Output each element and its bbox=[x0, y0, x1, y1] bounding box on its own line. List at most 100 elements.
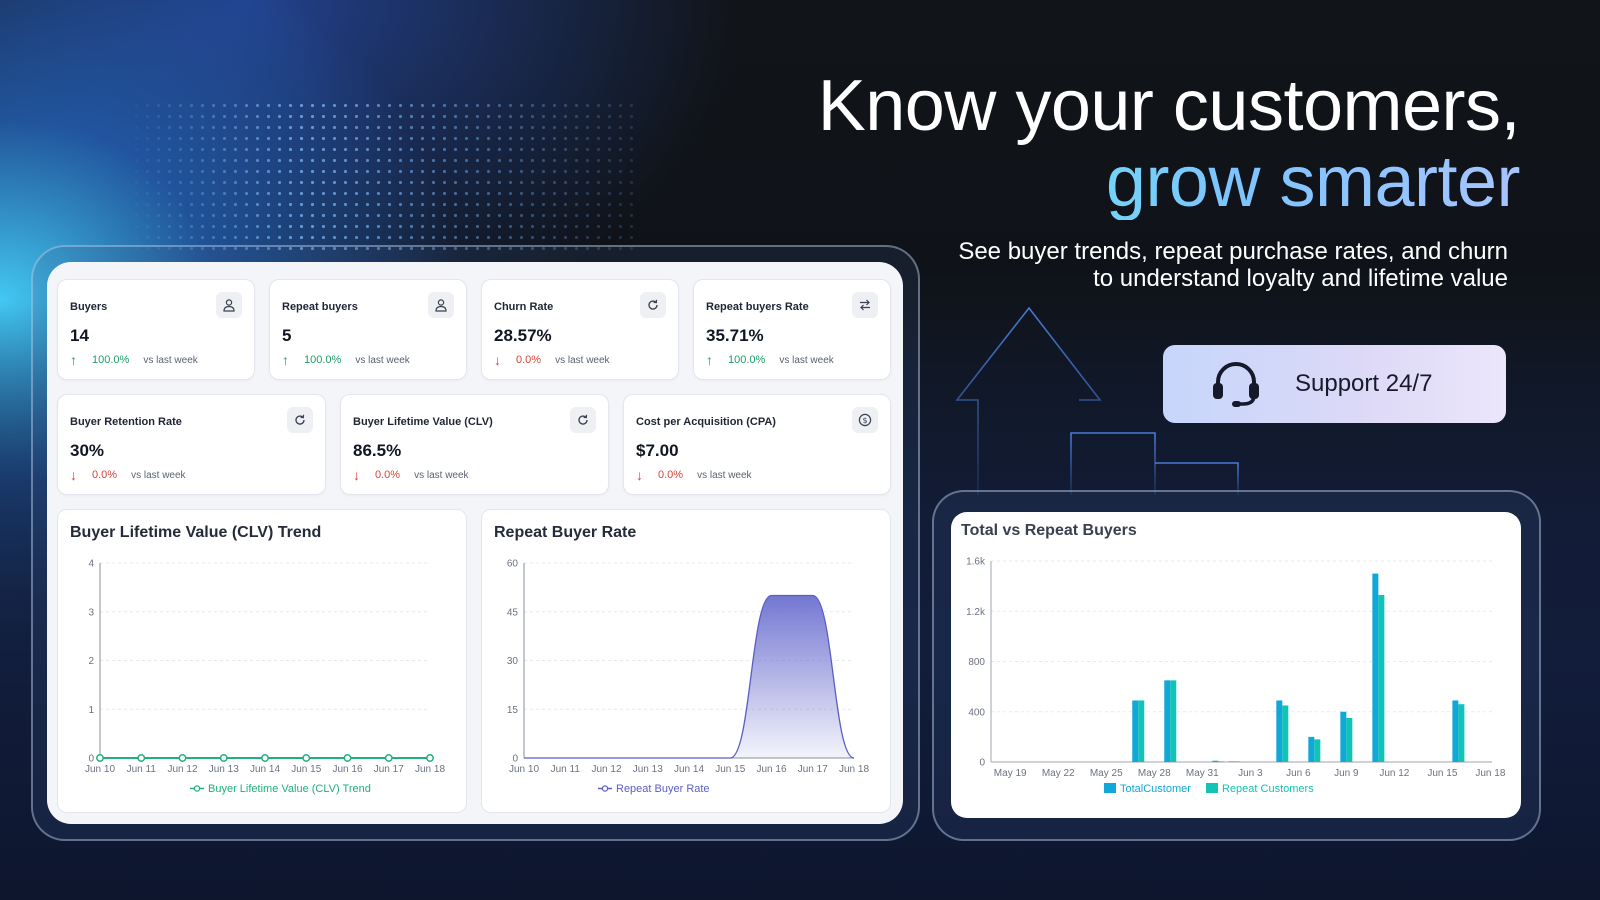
total-vs-repeat-chart: 0 400 800 1.2k 1.6k May 19 May 22 May 25 May 28 M… bbox=[966, 557, 1506, 796]
legend-label-repeat-rate: Repeat Buyer Rate bbox=[616, 783, 710, 795]
growth-arrow-decoration bbox=[955, 306, 1239, 495]
x-tick-label: Jun 12 bbox=[1379, 768, 1409, 779]
bar-total-customer bbox=[1340, 711, 1347, 762]
kpi-title: Buyer Lifetime Value (CLV) bbox=[353, 416, 493, 428]
kpi-card-buyers[interactable]: Buyers 14 ↑ 100.0% vs last week bbox=[57, 279, 255, 380]
bar-repeat-customers bbox=[1138, 700, 1145, 762]
y-tick-label: 0 bbox=[979, 758, 985, 769]
kpi-value: $7.00 bbox=[636, 441, 679, 460]
kpi-change-pct: 100.0% bbox=[728, 354, 766, 366]
arrow-down-icon: ↓ bbox=[70, 467, 77, 483]
series-area-repeat-rate bbox=[524, 595, 854, 758]
data-point bbox=[178, 754, 187, 762]
kpi-change: ↑ 100.0% vs last week bbox=[706, 352, 834, 368]
bar-total-customer bbox=[1452, 700, 1459, 762]
data-point bbox=[219, 754, 228, 762]
bar-total-customer bbox=[1308, 736, 1315, 762]
kpi-value: 14 bbox=[70, 326, 89, 345]
kpi-value: 86.5% bbox=[353, 441, 402, 460]
kpi-value: 35.71% bbox=[706, 326, 764, 345]
kpi-value: 28.57% bbox=[494, 326, 552, 345]
svg-text:$: $ bbox=[862, 416, 867, 425]
x-tick-label: Jun 10 bbox=[509, 764, 539, 775]
refresh-icon bbox=[640, 292, 666, 318]
kpi-change: ↑ 100.0% vs last week bbox=[282, 352, 410, 368]
bar-repeat-customers bbox=[1282, 705, 1289, 762]
x-tick-label: Jun 3 bbox=[1238, 768, 1263, 779]
y-tick-label: 0 bbox=[512, 754, 518, 765]
kpi-change: ↓ 0.0% vs last week bbox=[494, 352, 610, 368]
kpi-value: 5 bbox=[282, 326, 292, 345]
kpi-title: Buyer Retention Rate bbox=[70, 416, 182, 428]
bar-repeat-customers bbox=[1170, 680, 1177, 762]
y-tick-label: 4 bbox=[88, 559, 94, 570]
y-tick-label: 2 bbox=[88, 656, 94, 667]
kpi-card-repeat-buyers-rate[interactable]: Repeat buyers Rate 35.71% ↑ 100.0% vs la… bbox=[693, 279, 891, 380]
user-icon bbox=[428, 292, 454, 318]
x-tick-label: Jun 11 bbox=[127, 764, 157, 775]
bar-total-customer bbox=[1276, 700, 1283, 762]
arrow-up-icon: ↑ bbox=[70, 352, 77, 368]
support-label: Support 24/7 bbox=[1295, 370, 1433, 397]
data-point bbox=[426, 754, 434, 762]
kpi-change: ↓ 0.0% vs last week bbox=[353, 467, 469, 483]
arrow-down-icon: ↓ bbox=[353, 467, 360, 483]
data-point bbox=[384, 754, 393, 762]
total-vs-repeat-panel: Total vs Repeat Buyers 0 400 800 1.2k 1.6k Ma… bbox=[951, 512, 1521, 818]
y-tick-label: 3 bbox=[88, 607, 94, 618]
kpi-change-pct: 0.0% bbox=[375, 469, 401, 481]
series-line-repeat-rate bbox=[524, 594, 855, 759]
kpi-title: Buyers bbox=[70, 301, 108, 313]
x-tick-label: Jun 14 bbox=[250, 764, 280, 775]
legend-label-total-customer: TotalCustomer bbox=[1120, 783, 1191, 795]
x-tick-label: Jun 6 bbox=[1286, 768, 1311, 779]
kpi-title: Repeat buyers bbox=[282, 301, 358, 313]
hero-headline: Know your customers, grow smarter bbox=[818, 68, 1521, 220]
y-tick-label: 800 bbox=[968, 657, 985, 668]
kpi-card-churn-rate[interactable]: Churn Rate 28.57% ↓ 0.0% vs last week bbox=[481, 279, 679, 380]
data-point bbox=[261, 754, 269, 762]
kpi-compare: vs last week bbox=[414, 469, 469, 481]
refresh-icon bbox=[287, 407, 313, 433]
legend-label-clv: Buyer Lifetime Value (CLV) Trend bbox=[208, 783, 371, 795]
refresh-icon bbox=[570, 407, 596, 433]
kpi-compare: vs last week bbox=[779, 354, 834, 366]
clv-trend-chart: 0 1 2 3 4 Jun 10 Jun 11 Jun 12 Jun 13 Jun 14 Jun 1… bbox=[85, 559, 445, 796]
hero-subtitle: See buyer trends, repeat purchase rates,… bbox=[958, 238, 1508, 292]
bar-repeat-customers bbox=[1458, 704, 1465, 762]
kpi-compare: vs last week bbox=[355, 354, 410, 366]
x-tick-label: Jun 12 bbox=[167, 764, 197, 775]
y-tick-label: 1.6k bbox=[966, 557, 986, 568]
data-point bbox=[343, 754, 352, 762]
x-tick-label: Jun 18 bbox=[839, 764, 869, 775]
bar-repeat-customers bbox=[1314, 739, 1321, 762]
bar-total-customer bbox=[1228, 761, 1235, 762]
kpi-card-buyer-lifetime-value[interactable]: Buyer Lifetime Value (CLV) 86.5% ↓ 0.0% … bbox=[340, 394, 609, 495]
kpi-card-repeat-buyers[interactable]: Repeat buyers 5 ↑ 100.0% vs last week bbox=[269, 279, 467, 380]
arrow-down-icon: ↓ bbox=[636, 467, 643, 483]
kpi-change-pct: 0.0% bbox=[658, 469, 684, 481]
x-tick-label: Jun 14 bbox=[674, 764, 704, 775]
kpi-change-pct: 0.0% bbox=[92, 469, 118, 481]
kpi-title: Cost per Acquisition (CPA) bbox=[636, 416, 776, 428]
user-icon bbox=[216, 292, 242, 318]
legend-label-repeat-customers: Repeat Customers bbox=[1222, 783, 1314, 795]
x-tick-label: May 31 bbox=[1186, 768, 1219, 779]
bar-repeat-customers bbox=[1218, 761, 1225, 762]
x-tick-label: May 28 bbox=[1138, 768, 1171, 779]
headline-line-2: grow smarter bbox=[818, 144, 1521, 220]
x-tick-label: Jun 11 bbox=[551, 764, 581, 775]
kpi-compare: vs last week bbox=[143, 354, 198, 366]
dollar-icon: $ bbox=[852, 407, 878, 433]
kpi-title: Churn Rate bbox=[494, 301, 554, 313]
dot-pattern-decoration bbox=[120, 100, 640, 250]
kpi-card-cost-per-acquisition[interactable]: Cost per Acquisition (CPA) $ $7.00 ↓ 0.0… bbox=[623, 394, 891, 495]
x-tick-label: Jun 16 bbox=[332, 764, 362, 775]
legend-swatch-total-customer bbox=[1104, 783, 1116, 793]
kpi-change-pct: 100.0% bbox=[304, 354, 342, 366]
legend-marker-clv bbox=[193, 785, 201, 792]
kpi-card-buyer-retention-rate[interactable]: Buyer Retention Rate 30% ↓ 0.0% vs last … bbox=[57, 394, 326, 495]
support-badge[interactable]: Support 24/7 bbox=[1163, 345, 1506, 423]
legend-marker-repeat-rate bbox=[601, 785, 609, 792]
bar-repeat-customers bbox=[1234, 761, 1241, 762]
